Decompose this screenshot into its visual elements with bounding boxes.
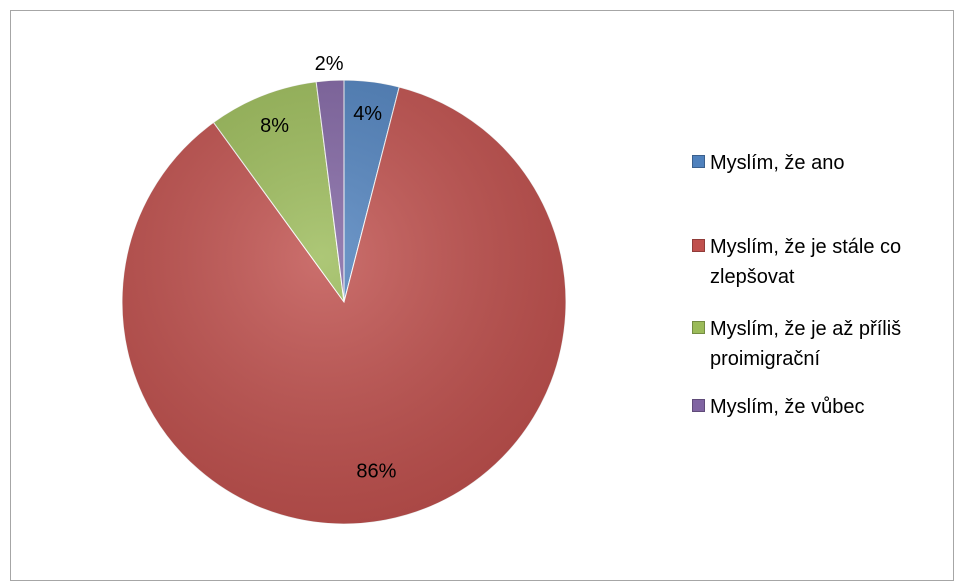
slice-data-label-1: 86% — [356, 460, 396, 482]
legend-label-0: Myslím, že ano — [710, 152, 845, 174]
slice-data-label-2: 8% — [260, 115, 289, 137]
legend-swatch-0 — [692, 155, 705, 168]
legend-label-2: Myslím, že je až příliš proimigrační — [710, 318, 902, 370]
legend-swatch-3 — [692, 399, 705, 412]
slice-data-label-0: 4% — [353, 103, 382, 125]
legend-swatch-2 — [692, 321, 705, 334]
slice-data-label-3: 2% — [315, 53, 344, 75]
legend-item-0: Myslím, že ano — [692, 148, 955, 178]
legend-item-2: Myslím, že je až příliš proimigrační — [692, 314, 955, 374]
legend-swatch-1 — [692, 239, 705, 252]
legend-item-1: Myslím, že je stále co zlepšovat — [692, 232, 955, 292]
legend-item-3: Myslím, že vůbec — [692, 392, 955, 422]
legend-label-1: Myslím, že je stále co zlepšovat — [710, 236, 902, 288]
legend-label-3: Myslím, že vůbec — [710, 396, 865, 418]
